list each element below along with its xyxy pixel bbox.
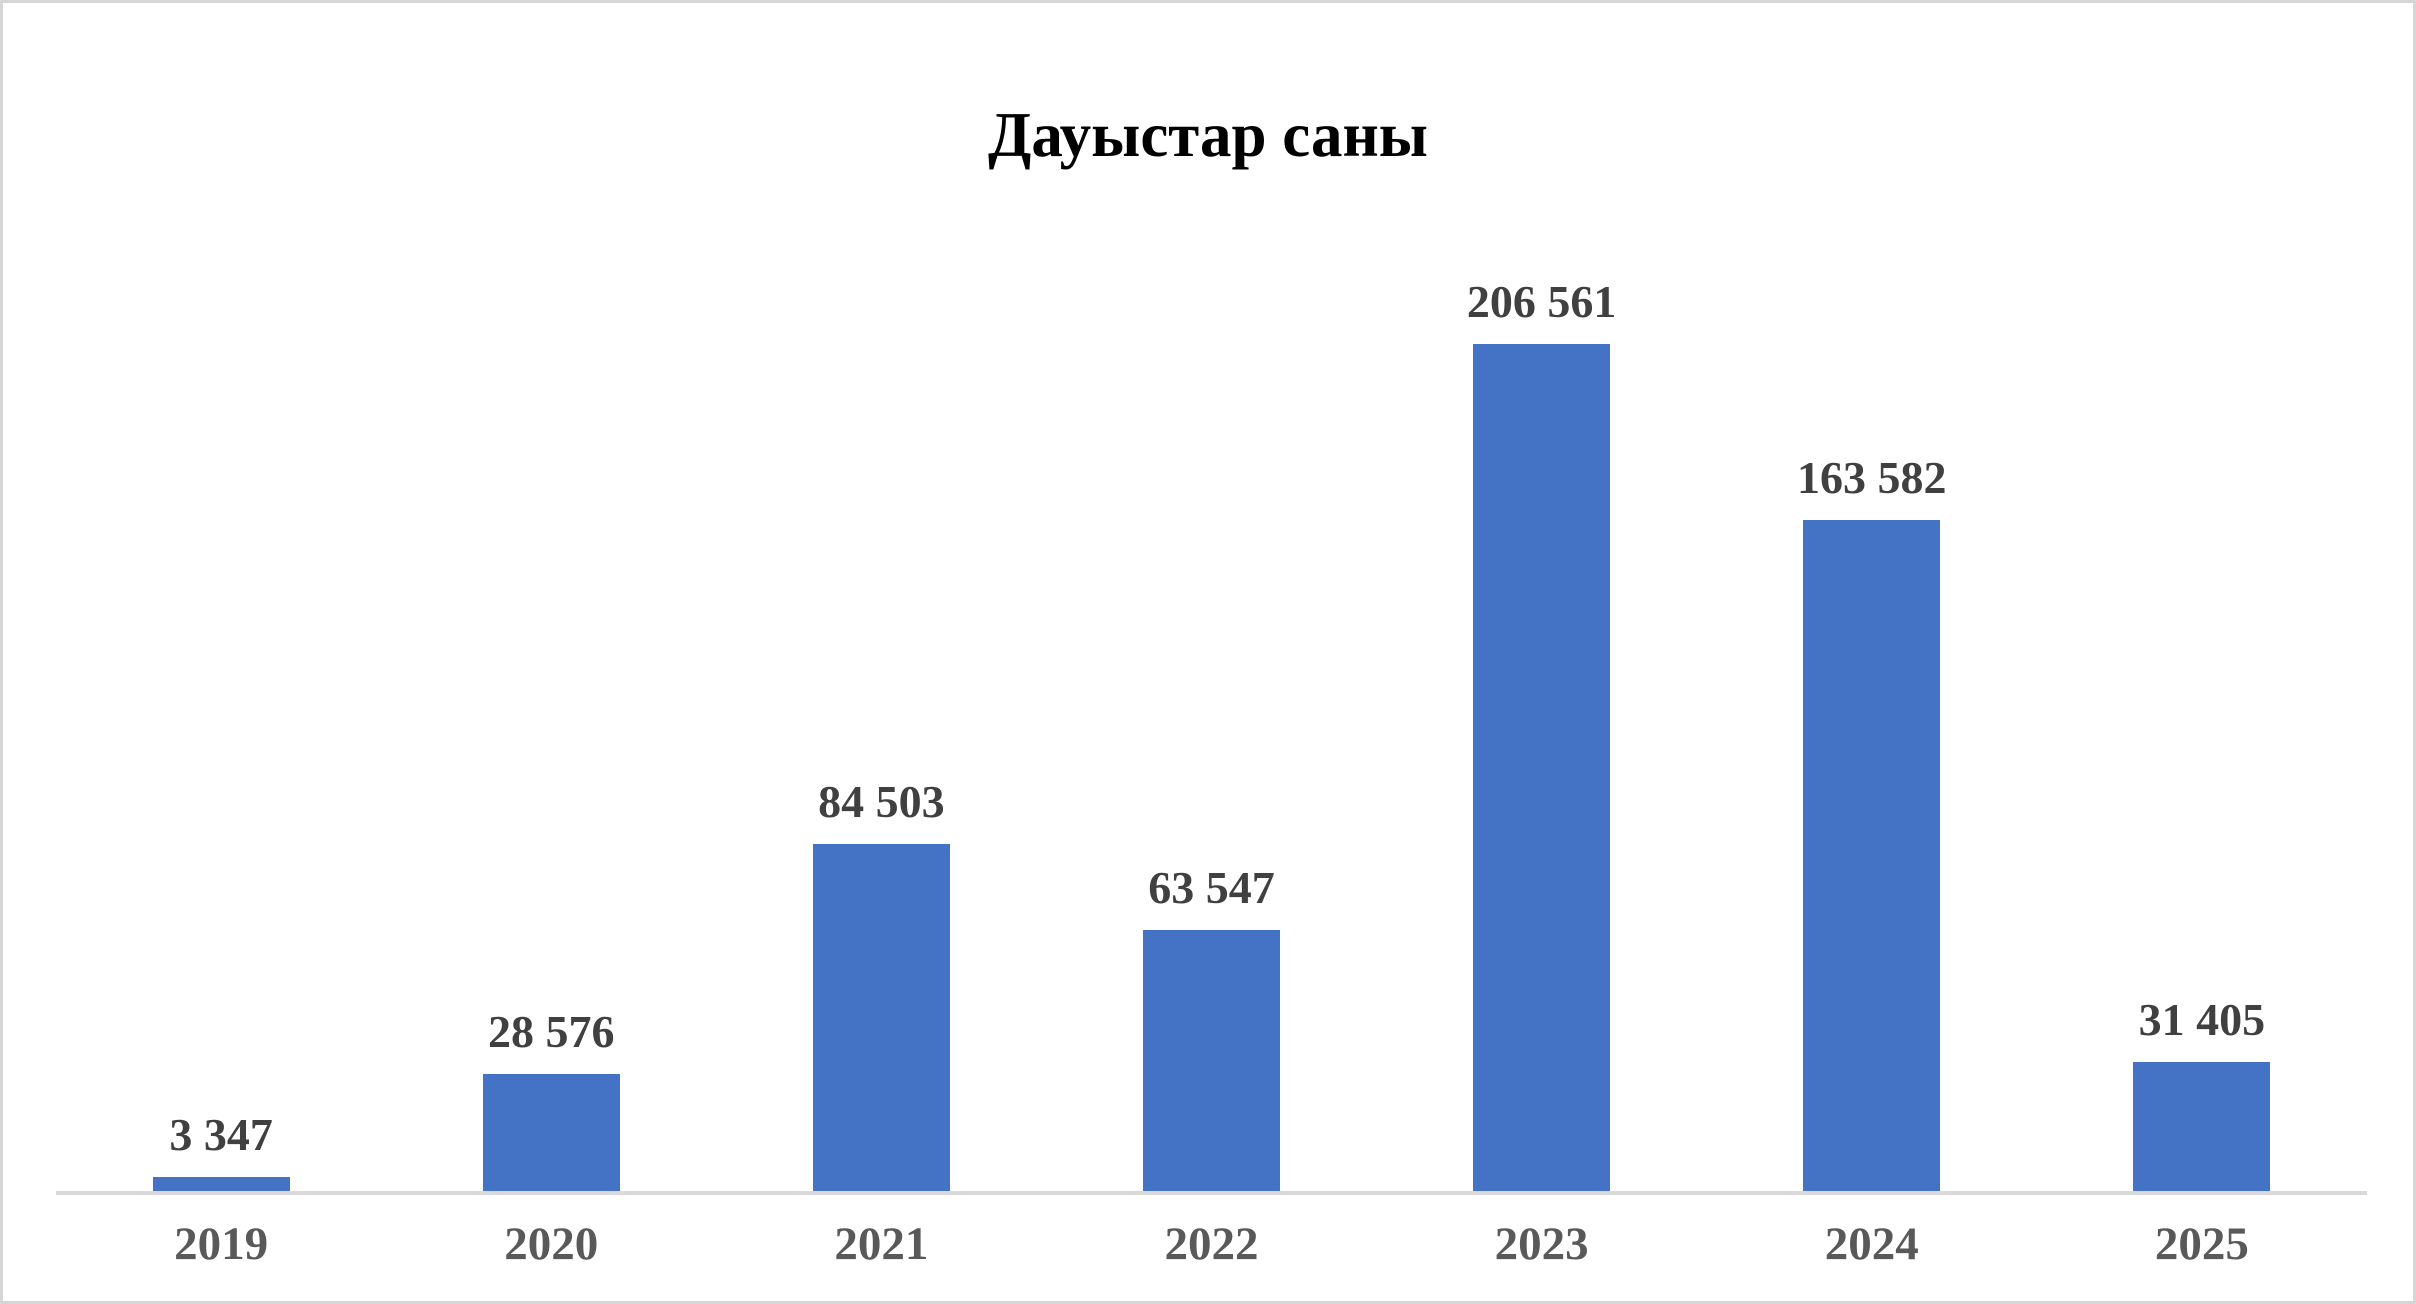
bar-2020 [482, 1074, 620, 1191]
x-axis-label-2021: 2021 [834, 1218, 929, 1270]
bar-slot-2019: 3 347 [56, 1110, 386, 1191]
x-axis-label-2025: 2025 [2154, 1218, 2249, 1270]
bar-2023 [1473, 344, 1611, 1191]
x-axis-label-2020: 2020 [504, 1218, 599, 1270]
plot-area: 3 347 28 576 84 503 63 547 206 561 163 582 31 … [56, 3, 2367, 1301]
bar-slot-2020: 28 576 [386, 1007, 716, 1191]
bar-slot-2025: 31 405 [2037, 995, 2367, 1191]
bar-value-label: 163 582 [1797, 452, 1947, 504]
bar-value-label: 31 405 [2138, 994, 2266, 1046]
x-axis-label-2023: 2023 [1494, 1218, 1589, 1270]
bar-value-label: 206 561 [1466, 276, 1617, 328]
bar-slot-2022: 63 547 [1046, 863, 1376, 1191]
bar-value-label: 63 547 [1148, 862, 1275, 914]
bar-value-label: 28 576 [487, 1006, 615, 1058]
bar-slot-2024: 163 582 [1707, 453, 2037, 1191]
bar-2022 [1142, 930, 1280, 1191]
bar-value-label: 3 347 [169, 1109, 273, 1161]
bar-slot-2021: 84 503 [716, 777, 1046, 1191]
bar-2021 [812, 844, 950, 1191]
bar-slot-2023: 206 561 [1377, 277, 1707, 1191]
x-axis-line [56, 1191, 2367, 1195]
bar-2025 [2133, 1062, 2271, 1191]
x-axis-labels: 2019 2020 2021 2022 2023 2024 2025 [56, 1217, 2367, 1271]
x-axis-label-2024: 2024 [1824, 1218, 1919, 1270]
x-axis-label-2022: 2022 [1164, 1218, 1259, 1270]
chart-title: Дауыстар саны [987, 100, 1428, 170]
bar-2019 [152, 1177, 290, 1191]
x-axis-label-2019: 2019 [174, 1218, 269, 1270]
bar-2024 [1803, 520, 1941, 1191]
bar-value-label: 84 503 [818, 776, 945, 828]
bars-container: 3 347 28 576 84 503 63 547 206 561 163 582 31 … [56, 3, 2367, 1191]
